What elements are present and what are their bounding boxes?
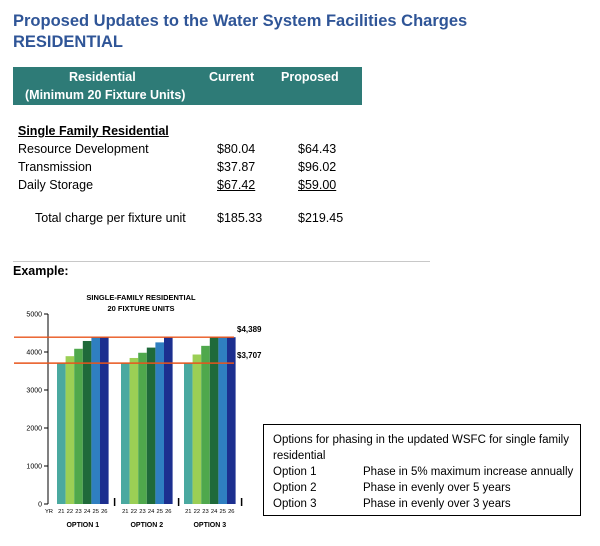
option-desc: Phase in evenly over 5 years bbox=[363, 482, 511, 494]
table-header: Residential (Minimum 20 Fixture Units) C… bbox=[13, 67, 362, 105]
chart-title-line-1: SINGLE-FAMILY RESIDENTIAL bbox=[86, 293, 196, 302]
x-tick-label: 21 bbox=[185, 509, 191, 515]
bar bbox=[192, 354, 202, 504]
bar bbox=[227, 337, 236, 504]
row-current: $80.04 bbox=[217, 142, 256, 156]
x-tick-label: 26 bbox=[165, 509, 171, 515]
x-tick-label: 24 bbox=[211, 509, 218, 515]
y-tick-label: 0 bbox=[38, 502, 42, 509]
divider bbox=[13, 261, 430, 262]
x-tick-label: 23 bbox=[202, 509, 208, 515]
row-current: $37.87 bbox=[217, 160, 256, 174]
total-proposed: $219.45 bbox=[298, 211, 344, 225]
option-name: Option 3 bbox=[273, 498, 317, 510]
bar bbox=[91, 337, 100, 504]
chart-title-line-2: 20 FIXTURE UNITS bbox=[107, 304, 174, 313]
row-label: Transmission bbox=[18, 160, 92, 174]
total-row: Total charge per fixture unit $185.33 $2… bbox=[18, 211, 358, 229]
option-name: Option 2 bbox=[273, 482, 317, 494]
row-current: $67.42 bbox=[217, 178, 256, 192]
bar bbox=[155, 342, 164, 504]
header-residential: Residential bbox=[69, 70, 136, 84]
x-tick-label: 22 bbox=[67, 509, 73, 515]
reference-line-label: $4,389 bbox=[237, 325, 262, 334]
table-row: Daily Storage $67.42 $59.00 bbox=[18, 178, 358, 196]
title-line-1: Proposed Updates to the Water System Fac… bbox=[13, 12, 468, 30]
x-axis-prefix: YR bbox=[45, 509, 53, 515]
x-tick-label: 21 bbox=[122, 509, 128, 515]
x-tick-label: 25 bbox=[92, 509, 98, 515]
title-line-2: RESIDENTIAL bbox=[13, 33, 124, 51]
bar bbox=[138, 352, 147, 504]
y-tick-label: 5000 bbox=[26, 312, 42, 319]
section-title: Single Family Residential bbox=[18, 124, 169, 138]
bar-chart: SINGLE-FAMILY RESIDENTIAL 20 FIXTURE UNI… bbox=[14, 293, 262, 529]
bar bbox=[82, 340, 92, 504]
group-label: OPTION 3 bbox=[193, 522, 226, 529]
bar bbox=[57, 363, 66, 504]
option-desc: Phase in 5% maximum increase annually bbox=[363, 466, 574, 478]
reference-line-label: $3,707 bbox=[237, 351, 262, 360]
y-tick-label: 1000 bbox=[26, 464, 42, 471]
x-tick-label: 22 bbox=[131, 509, 137, 515]
example-label: Example: bbox=[13, 264, 69, 278]
total-current: $185.33 bbox=[217, 211, 263, 225]
x-tick-label: 23 bbox=[139, 509, 145, 515]
y-tick-label: 3000 bbox=[26, 388, 42, 395]
x-tick-label: 26 bbox=[101, 509, 107, 515]
x-tick-label: 24 bbox=[148, 509, 155, 515]
bar bbox=[209, 337, 219, 504]
option-name: Option 1 bbox=[273, 466, 317, 478]
header-minimum-fixture-units: (Minimum 20 Fixture Units) bbox=[25, 88, 186, 102]
bar bbox=[201, 345, 210, 504]
options-box: Options for phasing in the updated WSFC … bbox=[263, 424, 581, 516]
x-tick-label: 25 bbox=[156, 509, 162, 515]
bar bbox=[121, 363, 130, 504]
x-tick-label: 22 bbox=[194, 509, 200, 515]
page-title: Proposed Updates to the Water System Fac… bbox=[13, 11, 467, 53]
row-proposed: $96.02 bbox=[298, 160, 337, 174]
header-proposed: Proposed bbox=[281, 70, 339, 84]
x-tick-label: 21 bbox=[58, 509, 64, 515]
y-tick-label: 4000 bbox=[26, 350, 42, 357]
row-proposed: $59.00 bbox=[298, 178, 337, 192]
total-label: Total charge per fixture unit bbox=[35, 211, 186, 225]
row-proposed: $64.43 bbox=[298, 142, 337, 156]
bar bbox=[100, 337, 109, 504]
table-row: Transmission $37.87 $96.02 bbox=[18, 160, 358, 178]
bar bbox=[146, 347, 156, 504]
x-tick-label: 23 bbox=[75, 509, 81, 515]
bar bbox=[74, 348, 83, 504]
options-intro: Options for phasing in the updated WSFC … bbox=[273, 434, 569, 462]
x-tick-label: 24 bbox=[84, 509, 91, 515]
x-tick-label: 26 bbox=[228, 509, 234, 515]
bar bbox=[65, 356, 75, 504]
bar bbox=[218, 337, 227, 504]
y-tick-label: 2000 bbox=[26, 426, 42, 433]
group-label: OPTION 1 bbox=[66, 522, 99, 529]
row-label: Daily Storage bbox=[18, 178, 94, 192]
x-tick-label: 25 bbox=[219, 509, 225, 515]
bar bbox=[164, 337, 173, 504]
group-label: OPTION 2 bbox=[130, 522, 163, 529]
bar bbox=[184, 363, 193, 504]
bar bbox=[129, 357, 139, 504]
option-row: Option 3 Phase in evenly over 3 years bbox=[273, 496, 571, 512]
header-current: Current bbox=[209, 70, 255, 84]
row-label: Resource Development bbox=[18, 142, 149, 156]
option-row: Option 2 Phase in evenly over 5 years bbox=[273, 480, 571, 496]
option-desc: Phase in evenly over 3 years bbox=[363, 498, 511, 510]
table-row: Resource Development $80.04 $64.43 bbox=[18, 142, 358, 160]
option-row: Option 1 Phase in 5% maximum increase an… bbox=[273, 464, 574, 480]
